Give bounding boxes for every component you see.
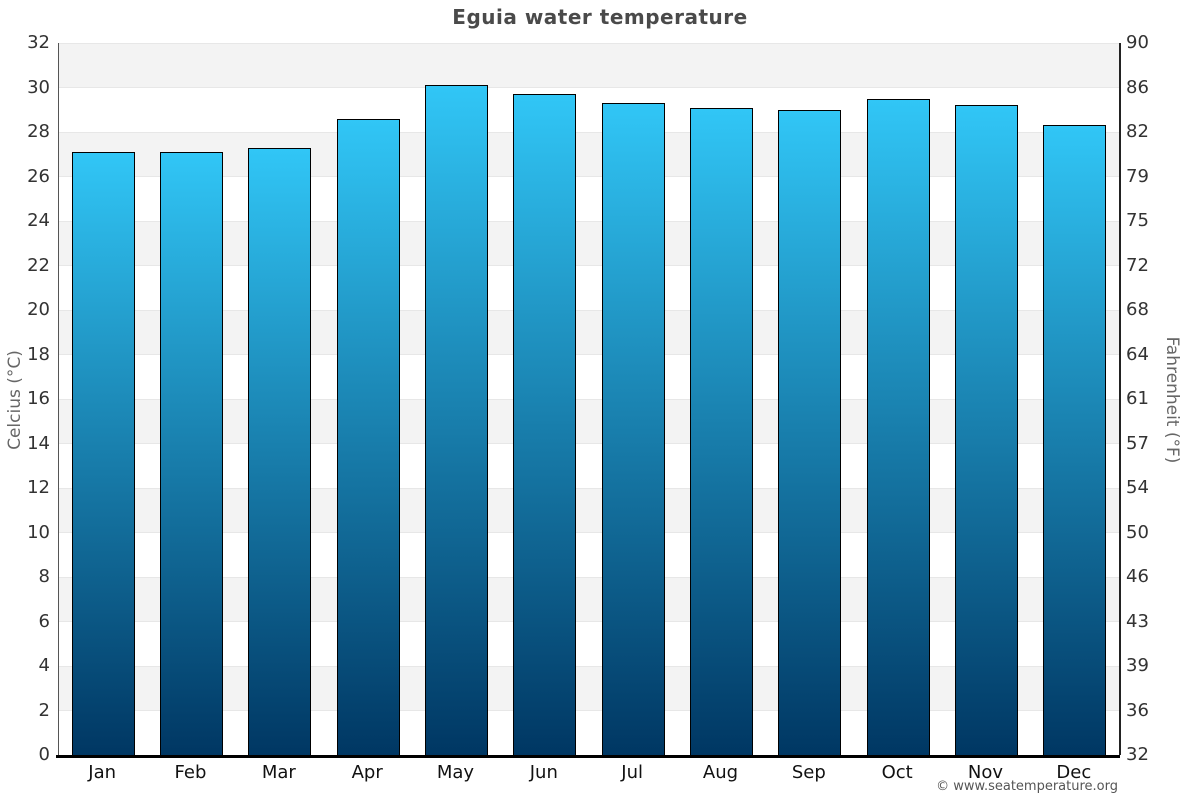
x-tick-label-nov: Nov (967, 762, 1004, 783)
y-tick-celsius-24: 24 (27, 210, 50, 231)
x-tick-label-may: May (436, 762, 475, 783)
x-tick-label-jun: Jun (529, 762, 558, 783)
y-tick-fahrenheit-57: 57 (1126, 432, 1149, 454)
bar-sep (778, 109, 842, 755)
y-tick-celsius-8: 8 (38, 566, 50, 587)
y-tick-celsius-30: 30 (27, 76, 50, 98)
y-tick-fahrenheit-43: 43 (1126, 610, 1149, 632)
grid-band (59, 577, 1119, 622)
y-tick-fahrenheit-86: 86 (1126, 76, 1149, 98)
watermark: © www.seatemperature.org (936, 779, 1118, 794)
chart-title: Eguia water temperature (452, 5, 748, 29)
y-tick-fahrenheit-32: 32 (1126, 744, 1149, 765)
y-tick-fahrenheit-46: 46 (1126, 566, 1149, 587)
y-tick-celsius-18: 18 (27, 343, 50, 365)
y-tick-fahrenheit-82: 82 (1126, 121, 1149, 142)
grid-band (59, 399, 1119, 444)
grid-band (59, 488, 1119, 533)
y-tick-fahrenheit-72: 72 (1126, 254, 1149, 276)
y-tick-celsius-2: 2 (38, 699, 50, 721)
y-tick-fahrenheit-64: 64 (1126, 343, 1149, 365)
grid-band (59, 310, 1119, 355)
bar-may (425, 85, 488, 755)
x-tick-label-sep: Sep (791, 762, 826, 783)
y-tick-celsius-32: 32 (27, 32, 50, 53)
y-tick-fahrenheit-50: 50 (1126, 521, 1149, 543)
y-tick-celsius-12: 12 (27, 477, 50, 498)
bar-nov (955, 105, 1018, 755)
y-tick-fahrenheit-90: 90 (1126, 32, 1149, 53)
bar-mar (248, 147, 312, 755)
x-tick-label-feb: Feb (174, 762, 207, 783)
y-tick-celsius-4: 4 (38, 655, 50, 676)
y-tick-celsius-22: 22 (27, 254, 50, 276)
y-tick-celsius-16: 16 (27, 388, 50, 409)
y-tick-fahrenheit-54: 54 (1126, 477, 1149, 498)
x-tick-label-oct: Oct (881, 762, 913, 783)
grid-band (59, 666, 1119, 711)
x-tick-label-mar: Mar (261, 762, 296, 783)
x-axis-line (56, 755, 1120, 758)
x-tick-label-dec: Dec (1056, 762, 1092, 783)
y-axis-left-title: Celcius (°C) (5, 350, 25, 450)
grid-band (59, 132, 1119, 177)
y-tick-celsius-28: 28 (27, 121, 50, 142)
x-tick-label-jul: Jul (621, 762, 644, 783)
y-tick-celsius-14: 14 (27, 432, 50, 454)
bar-feb (160, 152, 223, 755)
x-tick-label-aug: Aug (702, 762, 739, 783)
bar-jan (71, 152, 135, 755)
y-axis-right-title: Fahrenheit (°F) (1162, 336, 1182, 464)
grid-band (59, 43, 1119, 88)
bar-oct (866, 98, 930, 755)
bar-apr (336, 118, 400, 755)
bar-jun (513, 94, 577, 755)
y-tick-celsius-10: 10 (27, 521, 50, 543)
y-tick-celsius-26: 26 (27, 165, 50, 187)
y-tick-celsius-6: 6 (38, 610, 50, 632)
x-tick-label-apr: Apr (351, 762, 383, 783)
bar-dec (1043, 125, 1107, 755)
y-tick-celsius-20: 20 (27, 299, 50, 320)
bar-jul (601, 103, 665, 755)
y-tick-celsius-0: 0 (38, 744, 50, 765)
grid-band (59, 221, 1119, 266)
y-tick-fahrenheit-39: 39 (1126, 655, 1149, 676)
y-tick-fahrenheit-61: 61 (1126, 388, 1149, 409)
x-tick-label-jan: Jan (88, 762, 117, 783)
y-tick-fahrenheit-36: 36 (1126, 699, 1149, 721)
y-tick-fahrenheit-75: 75 (1126, 210, 1149, 231)
y-tick-fahrenheit-68: 68 (1126, 299, 1149, 320)
bar-aug (690, 107, 753, 755)
plot-area (58, 43, 1121, 755)
y-tick-fahrenheit-79: 79 (1126, 165, 1149, 187)
